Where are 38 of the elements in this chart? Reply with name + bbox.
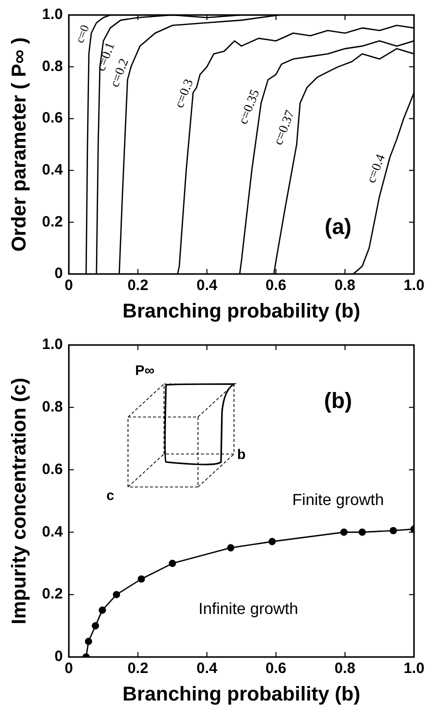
x-tick-label: 1.0: [404, 660, 424, 678]
x-tick-label: 0.4: [196, 277, 218, 294]
legend-label: c=0.4: [363, 152, 388, 185]
y-axis-title: Impurity concentration (c): [8, 378, 31, 624]
x-tick-label: 1.0: [404, 277, 424, 294]
y-tick-label: 0.6: [42, 110, 63, 127]
y-tick-label: 0.8: [42, 398, 63, 416]
x-tick-label: 0.8: [334, 660, 356, 678]
y-tick-label: 0.4: [42, 523, 64, 540]
text: c=0: [72, 22, 92, 45]
annotation: b: [237, 446, 246, 462]
annotation: c: [106, 486, 114, 503]
x-tick-label: 0.4: [196, 660, 218, 678]
annotation: (b): [324, 388, 352, 414]
annotation: P∞: [135, 362, 154, 378]
y-tick-label: 0.4: [42, 162, 64, 179]
x-tick-label: 0.2: [127, 277, 148, 294]
x-tick-label: 0.2: [127, 660, 148, 678]
y-tick-label: 0.2: [42, 213, 63, 230]
x-tick-label: 0.6: [266, 660, 286, 678]
y-tick-label: 1.0: [42, 336, 63, 354]
y-tick-label: 0: [54, 265, 63, 282]
text: c=0.37: [270, 108, 298, 147]
y-tick-label: 0.2: [42, 586, 63, 603]
text: c=0.3: [171, 76, 196, 110]
annotation: Infinite growth: [198, 601, 298, 618]
x-tick-label: 0.6: [266, 277, 286, 294]
y-tick-label: 0.8: [42, 58, 63, 75]
y-tick-label: 0: [54, 648, 63, 666]
annotation: (a): [324, 214, 352, 240]
x-axis-title: Branching probability (b): [122, 300, 360, 323]
x-axis-title: Branching probability (b): [122, 684, 360, 706]
annotation: Finite growth: [292, 492, 384, 509]
y-tick-label: 0.6: [42, 460, 63, 478]
y-axis-title: Order parameter ( P∞ ): [8, 37, 31, 252]
text: c=0.35: [235, 87, 262, 126]
y-tick-label: 1.0: [42, 6, 63, 24]
x-tick-label: 0.8: [334, 277, 356, 294]
